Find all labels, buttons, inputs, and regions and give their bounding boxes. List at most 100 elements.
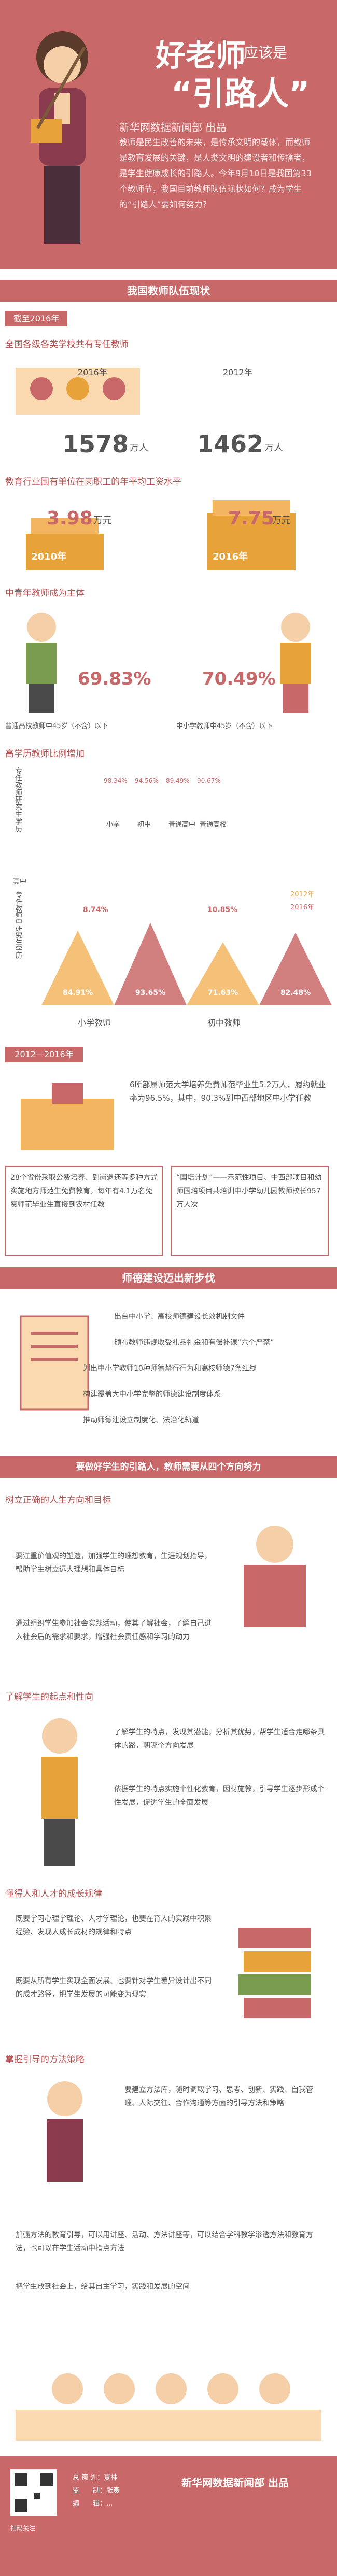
degree-pct-1: 98.34% <box>104 777 128 785</box>
salary-coins-icon <box>26 500 296 570</box>
q-high-degree: 高学历教师比例增加 <box>5 749 85 759</box>
salary-2016-year: 2016年 <box>213 551 248 562</box>
header-intro: 教师是民生改善的未来，是传承文明的载体，而教师是教育发展的关键，是人类文明的建设… <box>119 137 312 209</box>
dir2-bullet-2: 依据学生的特点实施个性化教育，因材施教，引导学生逐步形成个性发展，促进学生的全面… <box>114 1785 325 1807</box>
salary-2016-unit: 万元 <box>272 515 291 526</box>
dir4-bullet-1: 要建立方法库，随时调取学习、思考、创新、实践、自我管理、人际交往、合作沟通等方面… <box>124 2086 313 2108</box>
dir3-bullet-1: 既要学习心理学理论、人才学理论，也要在育人的实践中积累经验、发现人成长成材的规律… <box>16 1915 212 1937</box>
dir1-bullet-2: 通过组织学生参加社会实践活动，使其了解社会，了解自己进入社会后的需求和要求，增强… <box>16 1619 212 1641</box>
degree-delta-1: 8.74% <box>83 906 108 914</box>
ethics-item-3: 划出中小学教师10种师德禁行行为和高校师德7条红线 <box>83 1364 257 1373</box>
year-2012-label: 2012年 <box>223 367 252 377</box>
male-teacher-icon <box>26 613 57 713</box>
degree-delta-2: 10.85% <box>207 906 238 914</box>
legend-2012: 2012年 <box>290 891 315 899</box>
young-pct-college: 69.83% <box>78 668 151 689</box>
young-pct-school: 70.49% <box>202 668 276 689</box>
degree-level-2: 初中 <box>137 821 151 829</box>
teachers-group-icon <box>16 368 140 415</box>
teacher-pointing-icon <box>47 2081 83 2182</box>
value-2012: 1462 <box>197 430 264 458</box>
section-title-ethics: 师德建设迈出新步伐 <box>0 1267 337 1289</box>
degree-sub-axis: 专任教师中研究生学历 <box>14 891 22 959</box>
dir2-title: 了解学生的起点和性向 <box>5 1692 93 1702</box>
tri-value-0: 84.91% <box>63 989 93 997</box>
policy-local-free: 28个省份采取公费培养、到岗退还等多种方式实施地方师范生免费教育，每年有4.1万… <box>10 1174 158 1209</box>
dir1-bullet-1: 要注重价值观的塑造，加强学生的理想教育，生涯规划指导，帮助学生树立远大理想和具体… <box>16 1552 212 1574</box>
header-banner: 好老师 应该是 “引路人” 新华网数据新闻部 出品 教师是民生改善的未来，是传承… <box>0 0 337 269</box>
header-title-quote: “引路人” <box>171 75 310 112</box>
year-2016-label: 2016年 <box>78 367 107 377</box>
degree-pct-2: 94.56% <box>135 777 159 785</box>
header-subtitle: 新华网数据新闻部 出品 <box>119 121 227 134</box>
tri-value-2: 71.63% <box>208 989 238 997</box>
dir4-bullet-2: 加强方法的教育引导，可以用讲座、活动、方法讲座等，可以结合学科教学渗透方法和教育… <box>16 2231 313 2253</box>
young-label-school: 中小学教师中45岁（不含）以下 <box>176 722 273 730</box>
header-title-main: 好老师 <box>156 38 246 73</box>
dir4-bullet-3: 把学生放到社会上，给其自主学习，实践和发展的空间 <box>16 2283 190 2291</box>
footer-brand: 新华网数据新闻部 出品 <box>181 2477 289 2489</box>
policy-free-normal: 6所部属师范大学培养免费师范毕业生5.2万人，履约就业率为96.5%，其中，90… <box>130 1080 326 1103</box>
dir2-bullet-1: 了解学生的特点，发现其潜能，分析其优势，帮学生适合走哪条具体的路，朝哪个方向发展 <box>114 1728 325 1750</box>
school-building-icon <box>21 1083 114 1150</box>
degree-level-1: 小学 <box>106 821 120 829</box>
section-title-status: 我国教师队伍现状 <box>0 280 337 302</box>
degree-subhead: 其中 <box>13 878 27 886</box>
group-middle: 初中教师 <box>207 1018 241 1028</box>
dir1-title: 树立正确的人生方向和目标 <box>5 1495 111 1505</box>
tri-peak-2 <box>187 942 259 1005</box>
degree-level-3: 普通高中 <box>168 821 196 829</box>
student-books-icon <box>244 1526 306 1627</box>
policy-box-2 <box>171 1166 329 1256</box>
tri-value-1: 93.65% <box>135 989 165 997</box>
qr-label: 扫码关注 <box>10 2525 36 2532</box>
q-salary: 教育行业国有单位在岗职工的年平均工资水平 <box>5 477 181 487</box>
ethics-item-5: 推动师德建设立制度化、法治化轨道 <box>83 1416 199 1425</box>
tri-peak-0 <box>41 930 114 1005</box>
q-teacher-count: 全国各级各类学校共有专任教师 <box>5 339 129 350</box>
footer-line-2: 监 制：张寅 <box>73 2487 120 2495</box>
tri-value-3: 82.48% <box>280 989 311 997</box>
salary-2016: 7.75 <box>228 508 274 529</box>
footer-line-1: 总 策 划：夏林 <box>73 2474 118 2482</box>
degree-pct-4: 90.67% <box>197 777 221 785</box>
tri-peak-3 <box>259 932 332 1005</box>
header-title-small: 应该是 <box>244 44 288 61</box>
group-primary: 小学教师 <box>78 1018 111 1028</box>
qr-code-icon[interactable] <box>10 2469 57 2516</box>
tri-peak-1 <box>114 922 187 1005</box>
salary-2010-unit: 万元 <box>93 515 112 526</box>
documents-icon <box>20 1315 89 1411</box>
female-teacher-icon <box>280 613 311 713</box>
teacher-illustration-icon <box>31 31 88 244</box>
q-young-teachers: 中青年教师成为主体 <box>5 588 85 599</box>
policy-box-1 <box>5 1166 163 1256</box>
ethics-item-4: 构建覆盖大中小学完整的师德建设制度体系 <box>83 1390 221 1399</box>
legend-2016: 2016年 <box>290 904 315 912</box>
dir4-title: 掌握引导的方法策略 <box>5 2055 85 2065</box>
ethics-item-1: 出台中小学、高校师德建设长效机制文件 <box>114 1313 245 1321</box>
footer: 扫码关注 总 策 划：夏林 监 制：张寅 编 辑：... 新华网数据新闻部 出品 <box>0 2456 337 2576</box>
ethics-item-2: 颁布教师违规收受礼品礼金和有偿补课“六个严禁” <box>114 1339 274 1347</box>
salary-2010-year: 2010年 <box>31 551 67 562</box>
policy-national-training: “国培计划”——示范性项目、中西部项目和幼师国培项目共培训中小学幼儿园教师校长9… <box>176 1174 322 1209</box>
degree-level-4: 普通高校 <box>200 821 227 829</box>
unit-2016: 万人 <box>130 443 148 453</box>
unit-2012: 万人 <box>264 443 283 453</box>
tag-2012-2016: 2012—2016年 <box>5 1047 83 1062</box>
books-stack-icon <box>238 1928 311 2018</box>
dir3-title: 懂得人和人才的成长规律 <box>5 1889 102 1899</box>
degree-pct-3: 89.49% <box>166 777 190 785</box>
degree-triangle-chart: 84.91% 93.65% 71.63% 82.48% <box>41 922 332 1005</box>
section-title-four-directions: 要做好学生的引路人，教师需要从四个方向努力 <box>0 1456 337 1478</box>
tag-as-of-2016: 截至2016年 <box>5 311 67 326</box>
young-label-college: 普通高校教师中45岁（不含）以下 <box>5 722 108 730</box>
dir3-bullet-2: 既要从所有学生实现全面发展、也要针对学生差异设计出不同的成才路径，把学生发展的可… <box>16 1977 212 1999</box>
value-2016: 1578 <box>62 430 129 458</box>
footer-line-3: 编 辑：... <box>73 2500 113 2508</box>
classroom-illustration-icon <box>16 2373 321 2441</box>
salary-2010: 3.98 <box>47 508 93 529</box>
degree-axis-label: 专任教师研究生学历 <box>14 767 22 832</box>
student-standing-icon <box>41 1718 78 1866</box>
